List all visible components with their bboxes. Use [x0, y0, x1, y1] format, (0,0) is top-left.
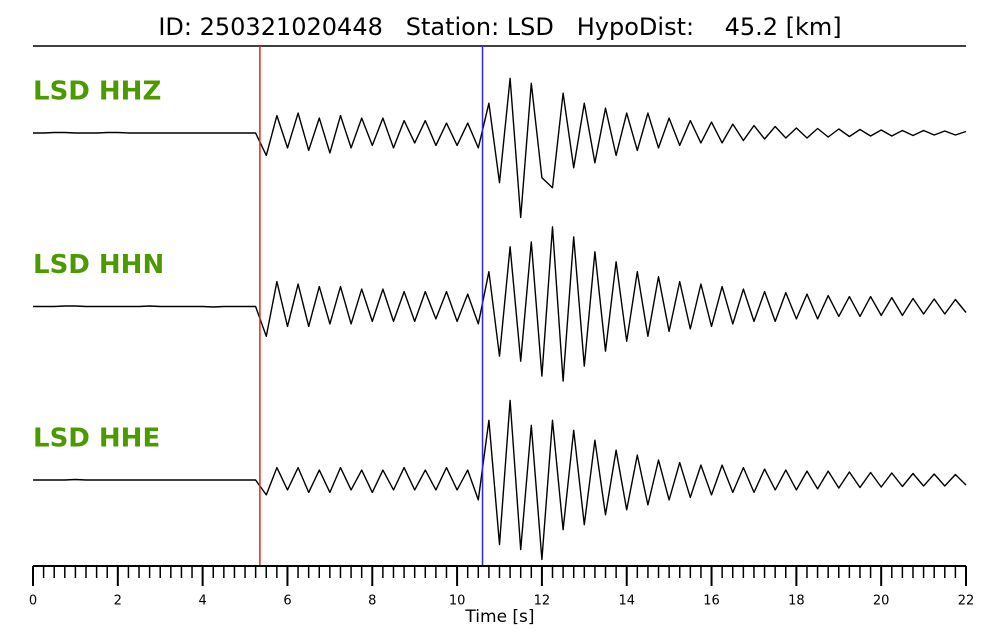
x-tick-label: 18 — [788, 594, 805, 609]
x-tick-label: 0 — [29, 594, 37, 609]
x-tick-label: 2 — [114, 594, 122, 609]
x-tick-label: 12 — [534, 594, 551, 609]
chart-title: ID: 250321020448 Station: LSD HypoDist: … — [158, 13, 841, 41]
waveform — [33, 399, 967, 561]
x-tick-label: 6 — [283, 594, 291, 609]
waveform — [33, 226, 967, 382]
x-tick-label: 14 — [618, 594, 635, 609]
x-tick-label: 16 — [703, 594, 720, 609]
trace-label: LSD HHE — [33, 424, 160, 454]
x-tick-label: 10 — [449, 594, 466, 609]
x-axis-label: Time [s] — [464, 607, 534, 627]
trace-label: LSD HHN — [33, 250, 164, 280]
trace-label: LSD HHZ — [33, 77, 161, 107]
x-tick-label: 8 — [368, 594, 376, 609]
waveform — [33, 77, 967, 219]
x-tick-label: 22 — [958, 594, 975, 609]
x-tick-label: 20 — [873, 594, 890, 609]
x-tick-label: 4 — [198, 594, 206, 609]
